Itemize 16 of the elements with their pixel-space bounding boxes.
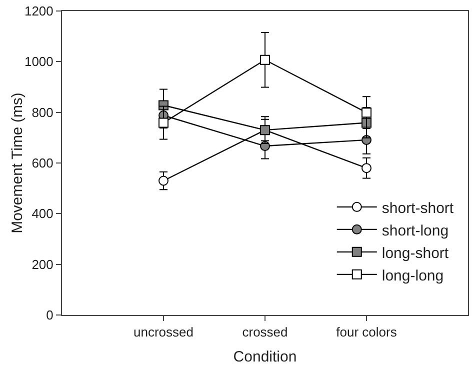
x-tick-label: uncrossed [134,324,194,340]
x-tick-label: four colors [336,324,398,340]
legend-label: long-short [382,244,450,262]
y-tick-label: 1200 [24,4,54,19]
y-axis-title: Movement Time (ms) [9,92,26,234]
legend-label: long-long [382,267,444,284]
y-tick-label: 200 [32,256,54,272]
legend-label: short-long [382,222,449,240]
y-tick-label: 0 [46,308,54,323]
legend-label: short-short [382,200,454,217]
x-axis-title: Condition [233,348,297,366]
y-tick-label: 600 [32,156,54,171]
y-tick-label: 400 [32,206,54,222]
y-tick-label: 1000 [24,54,54,70]
x-tick-label: crossed [242,324,288,340]
y-tick-label: 800 [32,104,54,120]
